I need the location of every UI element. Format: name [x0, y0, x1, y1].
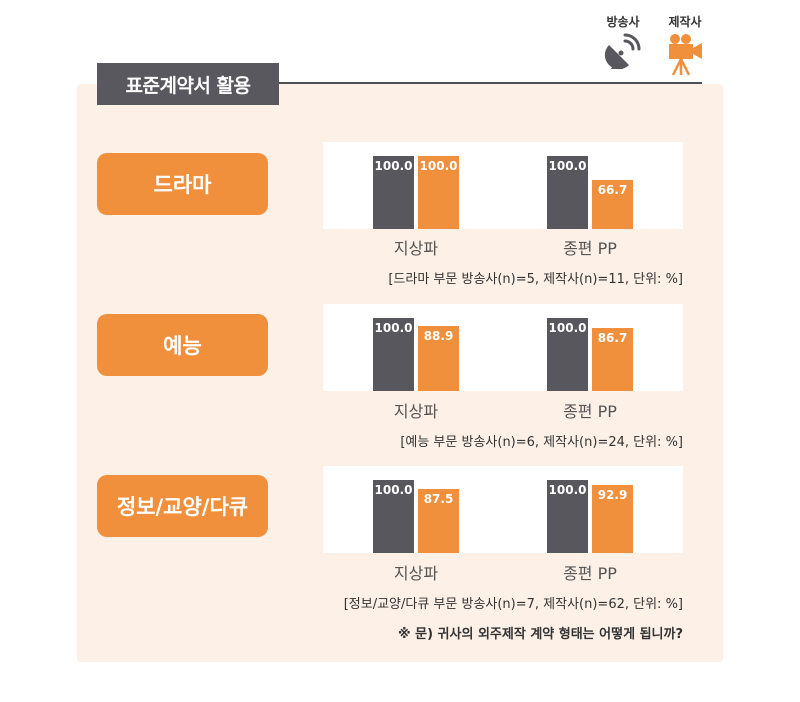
bar-value-label: 88.9 — [423, 329, 454, 344]
bar-chart-info-culture-docu: 100.0 87.5 100.0 92.9 — [323, 466, 683, 553]
category-drama: 드라마 — [97, 153, 268, 215]
x-label-terrestrial: 지상파 — [393, 564, 439, 583]
legend-producer-label: 제작사 — [668, 15, 702, 29]
bar-producer: 92.9 — [592, 485, 633, 553]
bar-value-label: 66.7 — [597, 183, 628, 198]
x-label-terrestrial: 지상파 — [393, 402, 439, 421]
x-label-general-pp: 종편 PP — [563, 564, 617, 583]
bar-value-label: 100.0 — [548, 321, 587, 335]
bar-value-label: 100.0 — [374, 321, 413, 335]
x-label-terrestrial: 지상파 — [393, 239, 439, 258]
movie-camera-icon — [669, 34, 702, 76]
bar-value-label: 100.0 — [374, 159, 413, 173]
bar-value-label: 100.0 — [548, 483, 587, 497]
bar-broadcaster: 100.0 — [547, 318, 588, 391]
survey-question: ※ 문) 귀사의 외주제작 계약 형태는 어떻게 됩니까? — [397, 627, 683, 642]
bar-chart-drama: 100.0 100.0 100.0 66.7 — [323, 142, 683, 229]
title-rule — [277, 82, 702, 84]
x-label-general-pp: 종편 PP — [563, 402, 617, 421]
category-variety: 예능 — [97, 314, 268, 376]
bar-value-label: 100.0 — [548, 159, 587, 173]
sample-note-variety: [예능 부문 방송사(n)=6, 제작사(n)=24, 단위: %] — [400, 435, 683, 450]
bar-value-label: 100.0 — [374, 483, 413, 497]
bar-broadcaster: 100.0 — [373, 318, 414, 391]
sample-note-drama: [드라마 부문 방송사(n)=5, 제작사(n)=11, 단위: %] — [388, 272, 683, 287]
section-title: 표준계약서 활용 — [97, 63, 279, 105]
category-info-culture-docu: 정보/교양/다큐 — [97, 475, 268, 537]
legend-producer: 제작사 — [662, 13, 708, 80]
bar-chart-variety: 100.0 88.9 100.0 86.7 — [323, 304, 683, 391]
bar-broadcaster: 100.0 — [547, 480, 588, 553]
bar-value-label: 100.0 — [419, 159, 458, 173]
bar-value-label: 92.9 — [597, 488, 628, 503]
satellite-dish-icon — [604, 33, 641, 70]
bar-value-label: 86.7 — [597, 330, 628, 345]
bar-value-label: 87.5 — [423, 492, 454, 507]
bar-producer: 66.7 — [592, 180, 633, 229]
x-label-general-pp: 종편 PP — [563, 239, 617, 258]
bar-broadcaster: 100.0 — [373, 480, 414, 553]
bar-broadcaster: 100.0 — [373, 156, 414, 229]
bar-producer: 87.5 — [418, 489, 459, 553]
bar-producer: 88.9 — [418, 326, 459, 391]
bar-producer: 100.0 — [418, 156, 459, 229]
legend-broadcaster-label: 방송사 — [606, 15, 640, 29]
bar-producer: 86.7 — [592, 327, 633, 391]
legend-broadcaster: 방송사 — [600, 13, 646, 74]
bar-broadcaster: 100.0 — [547, 156, 588, 229]
sample-note-info-culture-docu: [정보/교양/다큐 부문 방송사(n)=7, 제작사(n)=62, 단위: %] — [343, 597, 683, 612]
